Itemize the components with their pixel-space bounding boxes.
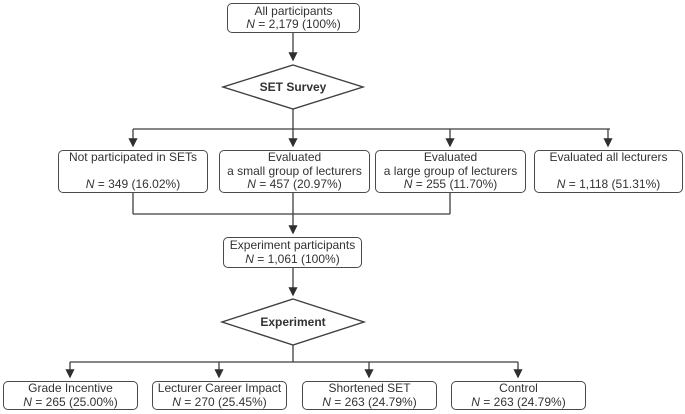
node-stat: N = 2,179 (100%) [246, 17, 341, 31]
survey-distributor-line [133, 109, 610, 130]
node-title: Evaluated [423, 150, 478, 165]
node-all-participants: All participants N = 2,179 (100%) [227, 3, 360, 33]
node-stat: N = 263 (24.79%) [471, 394, 566, 409]
node-evaluated-small-group: Evaluated a small group of lecturers N =… [219, 150, 370, 193]
node-stat: N = 457 (20.97%) [247, 177, 342, 192]
decision-diamond-set-survey [220, 64, 366, 110]
node-title: Evaluated [267, 150, 322, 165]
node-control: Control N = 263 (24.79%) [451, 381, 586, 410]
node-shortened-set: Shortened SET N = 263 (24.79%) [302, 381, 437, 410]
node-stat: N = 263 (24.79%) [322, 394, 417, 409]
node-experiment-participants: Experiment participants N = 1,061 (100%) [223, 237, 362, 268]
node-title: Not participated in SETs [68, 150, 198, 165]
node-title: Grade Incentive [28, 381, 113, 395]
experiment-distributor-line [70, 345, 518, 363]
decision-diamond-experiment [219, 298, 367, 346]
node-subtitle: a large group of lecturers [383, 163, 518, 178]
node-lecturer-career-impact: Lecturer Career Impact N = 270 (25.45%) [152, 381, 287, 410]
node-title: Lecturer Career Impact [157, 381, 282, 395]
node-grade-incentive: Grade Incentive N = 265 (25.00%) [3, 381, 138, 410]
decision-label-set-survey: SET Survey [259, 80, 327, 94]
node-title: Control [499, 381, 538, 395]
node-not-participated: Not participated in SETs N = 349 (16.02%… [58, 150, 208, 193]
merge-connector-line [132, 193, 451, 215]
node-title: Evaluated all lecturers [549, 150, 668, 165]
node-stat: N = 255 (11.70%) [403, 177, 498, 192]
node-evaluated-all-lecturers: Evaluated all lecturers N = 1,118 (51.31… [534, 150, 683, 193]
decision-label-experiment: Experiment [260, 315, 326, 329]
node-title: Experiment participants [229, 238, 356, 252]
node-title: Shortened SET [328, 381, 411, 395]
node-evaluated-large-group: Evaluated a large group of lecturers N =… [375, 150, 526, 193]
node-stat: N = 349 (16.02%) [85, 177, 181, 192]
node-stat: N = 1,061 (100%) [245, 251, 340, 266]
node-title: All participants [254, 3, 333, 18]
node-stat: N = 1,118 (51.31%) [556, 177, 661, 192]
node-stat: N = 270 (25.45%) [172, 394, 267, 409]
node-subtitle: a small group of lecturers [227, 163, 362, 178]
node-stat: N = 265 (25.00%) [23, 394, 118, 409]
